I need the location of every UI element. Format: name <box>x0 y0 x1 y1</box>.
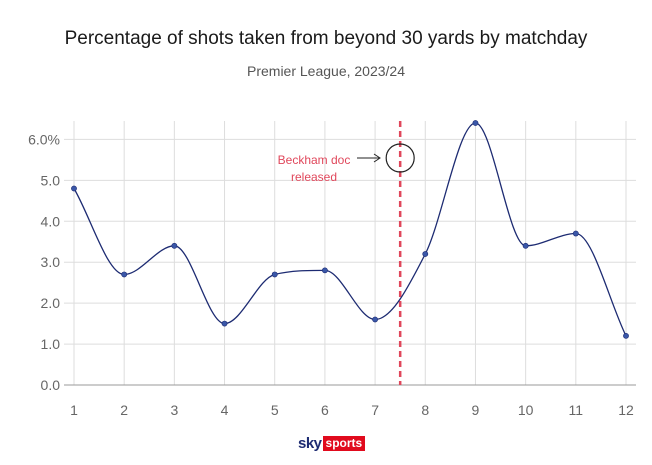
data-point <box>422 251 429 257</box>
x-tick-label: 12 <box>618 402 634 418</box>
annotation-circle <box>385 143 415 173</box>
data-point <box>71 185 77 192</box>
chart-subtitle: Premier League, 2023/24 <box>247 63 405 79</box>
x-tick-label: 1 <box>70 402 78 418</box>
data-point <box>572 230 579 237</box>
x-tick-label: 3 <box>170 402 178 418</box>
logo-sky-text: sky <box>298 434 322 452</box>
data-point <box>623 332 629 339</box>
y-tick-label: 0.0 <box>41 377 61 393</box>
x-tick-label: 11 <box>569 402 584 418</box>
x-tick-label: 5 <box>271 402 279 418</box>
x-tick-label: 8 <box>421 402 429 418</box>
y-tick-label: 5.0 <box>41 172 61 188</box>
annotation-label-line: released <box>291 170 337 184</box>
y-tick-label: 2.0 <box>41 295 61 311</box>
y-tick-label: 6.0% <box>28 131 60 147</box>
y-tick-label: 4.0 <box>41 213 61 229</box>
data-point <box>472 120 479 126</box>
x-tick-label: 7 <box>371 402 379 418</box>
data-point <box>522 242 529 249</box>
data-point <box>372 316 378 323</box>
x-tick-label: 9 <box>472 402 480 418</box>
data-point <box>271 271 278 278</box>
data-point <box>121 271 128 278</box>
annotation-arrow-head <box>373 153 381 163</box>
x-tick-label: 10 <box>518 402 534 418</box>
sky-sports-logo: sky sports <box>298 434 366 452</box>
x-tick-label: 2 <box>120 402 128 418</box>
y-tick-label: 3.0 <box>41 254 61 270</box>
x-tick-label: 4 <box>221 402 229 418</box>
y-tick-label: 1.0 <box>41 336 61 352</box>
data-point <box>221 320 228 327</box>
data-point <box>171 242 178 249</box>
data-point <box>322 267 328 274</box>
chart-title: Percentage of shots taken from beyond 30… <box>64 28 588 49</box>
annotation-label-line: Beckham doc <box>278 153 351 167</box>
x-tick-label: 6 <box>321 402 329 418</box>
logo-sports-text: sports <box>322 435 366 451</box>
